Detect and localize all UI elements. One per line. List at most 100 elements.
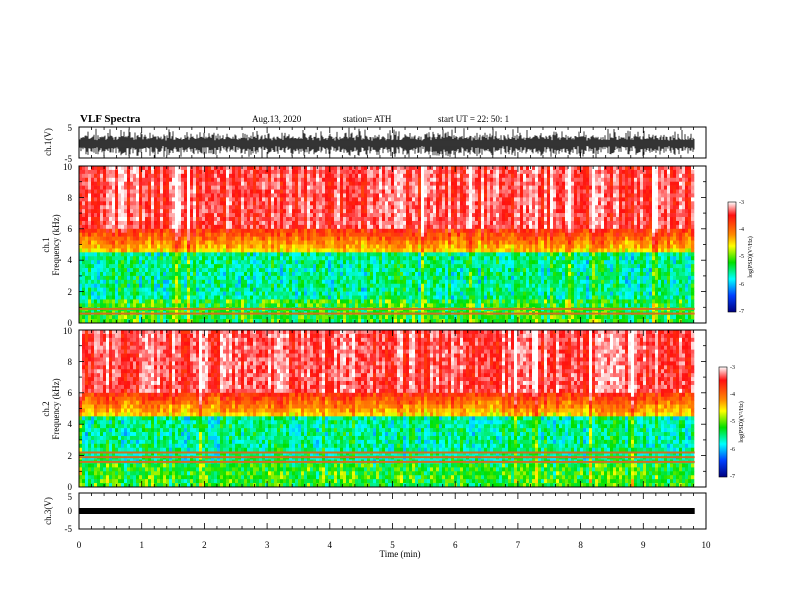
ch1-spectrogram-cell <box>313 236 317 241</box>
ch1-spectrogram-cell <box>88 252 92 257</box>
ch1-spectrogram-cell <box>220 177 224 182</box>
ch1-spectrogram-cell <box>292 256 296 261</box>
ch1-spectrogram-cell <box>424 268 428 273</box>
ch1-spectrogram-cell <box>319 287 323 292</box>
ch1-spectrogram-cell <box>235 224 239 230</box>
ch1-spectrogram-cell <box>130 177 134 182</box>
ch1-spectrogram-cell <box>193 228 197 234</box>
ch1-spectrogram-cell <box>307 232 311 237</box>
ch1-spectrogram-cell <box>262 315 266 320</box>
ch1-spectrogram-cell <box>376 268 380 273</box>
ch1-spectrogram-cell <box>442 264 446 269</box>
ch1-spectrogram-cell <box>220 213 224 218</box>
ch1-spectrogram-cell <box>130 197 134 202</box>
ch1-spectrogram-cell <box>355 303 359 308</box>
ch1-spectrogram-cell <box>361 197 365 202</box>
ch1-spectrogram-cell <box>412 197 416 202</box>
ch1-spectrogram-cell <box>154 213 158 218</box>
ch1-spectrogram-cell <box>94 201 98 206</box>
ch1-spectrogram-cell <box>268 236 272 241</box>
ch1-spectrogram-cell <box>400 271 404 277</box>
ch1-spectrogram-cell <box>211 197 215 202</box>
ch1-spectrogram-cell <box>427 260 431 265</box>
ch1-spectrogram-cell <box>274 244 278 249</box>
ch1-spectrogram-cell <box>145 256 149 261</box>
ch1-spectrogram-cell <box>82 303 86 308</box>
ch1-spectrogram-cell <box>211 256 215 261</box>
ch1-spectrogram-cell <box>94 185 98 190</box>
ch1-spectrogram-cell <box>280 236 284 241</box>
ch1-spectrogram-cell <box>436 193 440 198</box>
ch1-spectrogram-cell <box>145 264 149 269</box>
ch1-spectrogram-cell <box>268 319 272 324</box>
ch1-spectrogram-cell <box>418 173 422 179</box>
ch1-spectrogram-cell <box>316 181 320 186</box>
ch1-spectrogram-cell <box>253 193 257 198</box>
ch1-spectrogram-cell <box>220 244 224 249</box>
ch1-spectrogram-cell <box>142 209 146 214</box>
ch1-spectrogram-cell <box>247 209 251 214</box>
ch1-spectrogram-cell <box>178 275 182 281</box>
ch1-spectrogram-cell <box>382 220 386 226</box>
ch1-spectrogram-cell <box>310 240 314 245</box>
ch1-spectrogram-cell <box>376 189 380 194</box>
ch1-spectrogram-cell <box>334 287 338 292</box>
ch1-spectrogram-cell <box>436 201 440 206</box>
ch1-spectrogram-cell <box>178 268 182 273</box>
ch1-spectrogram-cell <box>259 315 263 320</box>
ch1-spectrogram-cell <box>322 169 326 175</box>
ch1-spectrogram-cell <box>175 264 179 269</box>
ch1-spectrogram-cell <box>145 248 149 253</box>
ch1-spectrogram-cell <box>85 193 89 198</box>
ch1-spectrogram-cell <box>421 173 425 179</box>
ch1-spectrogram-cell <box>298 213 302 218</box>
ch1-spectrogram-cell <box>193 315 197 320</box>
ch1-spectrogram-cell <box>247 169 251 175</box>
ch1-spectrogram-cell <box>199 303 203 308</box>
ch1-spectrogram-cell <box>214 299 218 304</box>
ch1-spectrogram-cell <box>82 295 86 300</box>
ch1-spectrogram-cell <box>358 275 362 281</box>
ch1-spectrogram-cell <box>226 283 230 288</box>
ch1-spectrogram-cell <box>316 279 320 285</box>
ch1-spectrogram-cell <box>430 173 434 179</box>
ch1-spectrogram-cell <box>196 303 200 308</box>
ch1-spectrogram-cell <box>118 271 122 277</box>
ch1-spectrogram-cell <box>103 268 107 273</box>
ch1-spectrogram-cell <box>160 181 164 186</box>
ch1-spectrogram-cell <box>373 264 377 269</box>
ch1-spectrogram-cell <box>400 299 404 304</box>
ch1-spectrogram-cell <box>298 205 302 210</box>
ch1-spectrogram-cell <box>85 283 89 288</box>
ch1-spectrogram-cell <box>247 197 251 202</box>
ch1-spectrogram-cell <box>364 252 368 257</box>
ch1-spectrogram-cell <box>418 205 422 210</box>
ch1-spectrogram-cell <box>115 232 119 237</box>
ch1-spectrogram-cell <box>355 248 359 253</box>
ch1-spectrogram-cell <box>379 244 383 249</box>
ch1-spectrogram-cell <box>232 185 236 190</box>
ch1-spectrogram-cell <box>151 166 155 171</box>
ch1-spectrogram-cell <box>178 264 182 269</box>
ch1-spectrogram-cell <box>328 275 332 281</box>
ch1-spectrogram-cell <box>424 193 428 198</box>
ch1-spectrogram-cell <box>382 295 386 300</box>
ch1-spectrogram-cell <box>388 193 392 198</box>
ch1-spectrogram-cell <box>82 217 86 222</box>
ch1-spectrogram-cell <box>376 252 380 257</box>
ch1-spectrogram-cell <box>106 201 110 206</box>
ch1-spectrogram-cell <box>178 256 182 261</box>
ch1-spectrogram-cell <box>145 209 149 214</box>
ch1-spectrogram-cell <box>235 260 239 265</box>
ch1-spectrogram-cell <box>403 252 407 257</box>
ch1-spectrogram-cell <box>136 181 140 186</box>
ch1-spectrogram-cell <box>427 236 431 241</box>
ch1-spectrogram-cell <box>88 224 92 230</box>
ch1-spectrogram-cell <box>175 244 179 249</box>
ch1-spectrogram-cell <box>316 303 320 308</box>
ch1-spectrogram-cell <box>175 217 179 222</box>
ch1-spectrogram-cell <box>106 240 110 245</box>
ch1-spectrogram-cell <box>364 271 368 277</box>
ch1-spectrogram-cell <box>391 232 395 237</box>
ch1-spectrogram-cell <box>382 240 386 245</box>
